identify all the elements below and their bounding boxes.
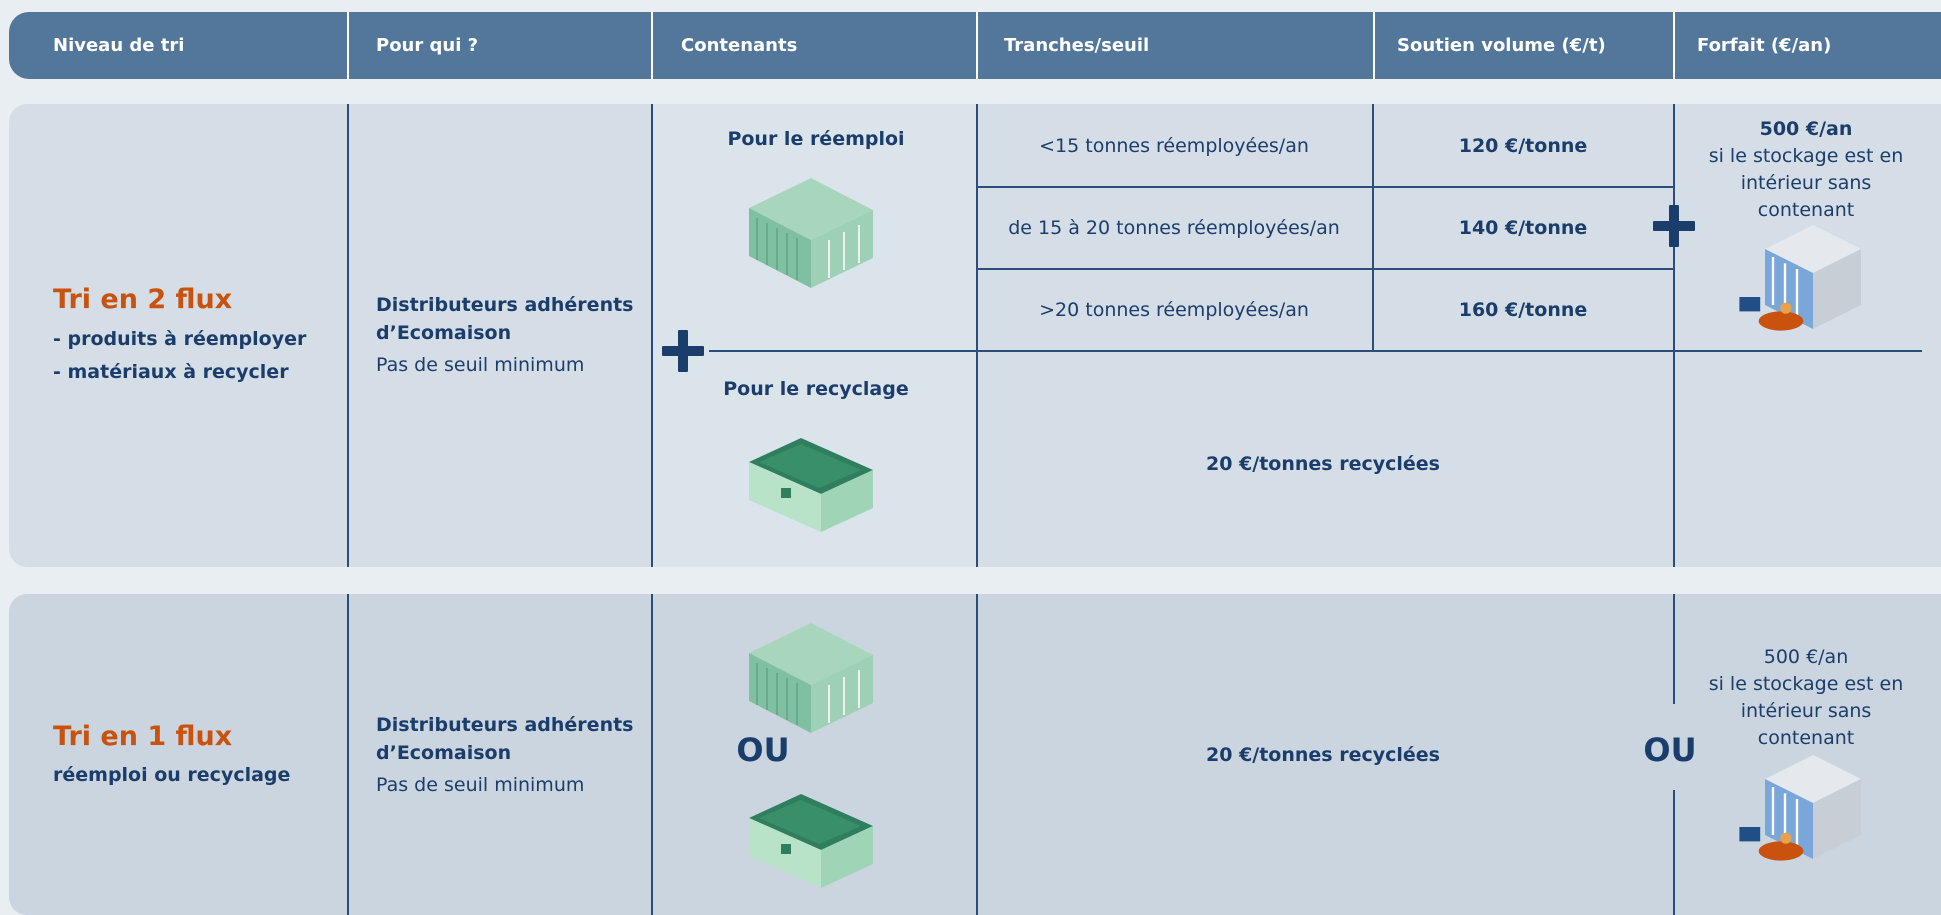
divider (709, 350, 1922, 352)
divider (976, 186, 1673, 188)
flat-condition: si le stockage est en intérieur sans con… (1708, 145, 1904, 221)
shop-icon (1738, 225, 1863, 332)
support: 160 €/tonne (1458, 299, 1588, 321)
divider (651, 594, 653, 915)
container-icon (749, 622, 874, 734)
support: 140 €/tonne (1458, 217, 1588, 239)
level-title: Tri en 2 flux (53, 284, 233, 315)
divider (976, 268, 1673, 270)
divider (651, 104, 653, 567)
divider (347, 104, 349, 567)
or-label: OU (736, 731, 790, 769)
header-divider (976, 12, 978, 79)
who: Distributeurs adhérents d’Ecomaison (376, 714, 634, 764)
header-cell: Forfait (€/an) (1697, 35, 1832, 56)
header-divider (1673, 12, 1675, 79)
flat-condition: si le stockage est en intérieur sans con… (1708, 673, 1904, 749)
recycling-support: 20 €/tonnes recyclées (1206, 453, 1440, 475)
container-label: Pour le réemploi (727, 128, 905, 150)
header-cell: Soutien volume (€/t) (1397, 35, 1606, 56)
header-divider (651, 12, 653, 79)
container-label: Pour le recyclage (723, 378, 909, 400)
divider (1372, 104, 1374, 350)
header-bar: Niveau de tri Pour qui ? Contenants Tran… (9, 12, 1941, 79)
shop-icon (1738, 755, 1863, 862)
dumpster-icon (749, 438, 873, 532)
note: Pas de seuil minimum (376, 774, 585, 796)
note: Pas de seuil minimum (376, 354, 585, 376)
header-cell: Pour qui ? (376, 35, 479, 56)
flat-amount: 500 €/an (1763, 646, 1849, 668)
header-cell: Contenants (681, 35, 798, 56)
divider (976, 104, 978, 567)
who: Distributeurs adhérents d’Ecomaison (376, 294, 634, 344)
header-divider (1373, 12, 1375, 79)
divider (1673, 594, 1675, 704)
container-icon (749, 177, 874, 289)
divider (347, 594, 349, 915)
plus-icon (1653, 205, 1695, 247)
row-background (9, 594, 1941, 915)
divider (1673, 790, 1675, 915)
recycling-support: 20 €/tonnes recyclées (1206, 744, 1440, 766)
divider (1673, 104, 1675, 567)
dumpster-icon (749, 794, 873, 888)
support: 120 €/tonne (1458, 135, 1588, 157)
plus-icon (662, 330, 704, 372)
threshold: <15 tonnes réemployées/an (1039, 135, 1309, 157)
header-divider (347, 12, 349, 79)
threshold: >20 tonnes réemployées/an (1039, 299, 1309, 321)
level-title: Tri en 1 flux (53, 721, 233, 752)
header-cell: Tranches/seuil (1004, 35, 1150, 56)
or-label: OU (1643, 731, 1697, 769)
flat-amount: 500 €/an (1759, 118, 1853, 140)
level-line: - produits à réemployer (53, 328, 307, 350)
threshold: de 15 à 20 tonnes réemployées/an (1008, 217, 1340, 239)
level-line: - matériaux à recycler (53, 361, 289, 383)
divider (976, 594, 978, 915)
header-cell: Niveau de tri (53, 35, 185, 56)
level-subtitle: réemploi ou recyclage (53, 764, 291, 786)
